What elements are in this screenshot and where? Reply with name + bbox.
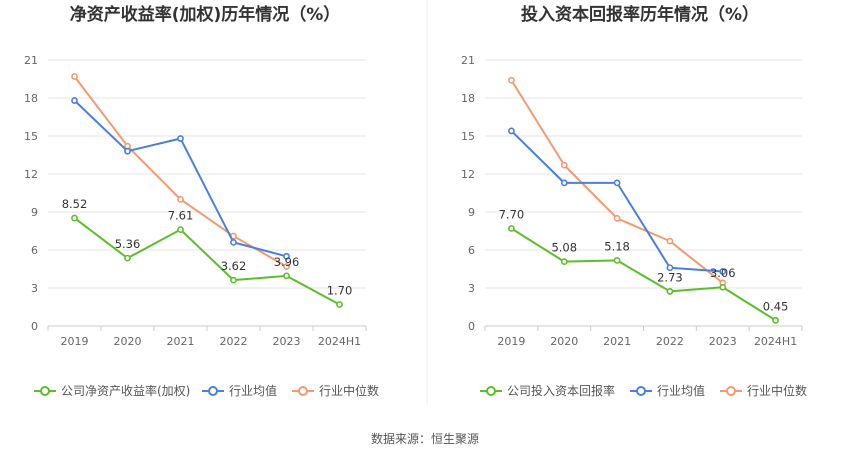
legend-label: 行业均值 bbox=[657, 383, 705, 398]
y-tick-label: 18 bbox=[461, 92, 475, 105]
data-point bbox=[613, 179, 621, 187]
legend-marker-icon bbox=[636, 386, 646, 396]
y-tick-label: 21 bbox=[24, 54, 38, 67]
y-tick-label: 15 bbox=[24, 130, 38, 143]
data-label: 7.61 bbox=[168, 209, 194, 223]
data-point bbox=[283, 252, 290, 260]
series-line-2 bbox=[73, 75, 287, 268]
chart-panel-1: 净资产收益率(加权)历年情况（%） 0 3 6 9 12 15 18 21 2019 2020 202… bbox=[24, 4, 379, 398]
data-label: 1.70 bbox=[327, 283, 353, 297]
data-label: 5.36 bbox=[115, 237, 141, 251]
series-line-0 bbox=[73, 217, 340, 306]
data-point bbox=[719, 268, 727, 275]
x-tick-label: 2022 bbox=[220, 335, 248, 348]
x-tick-label: 2021 bbox=[603, 335, 631, 348]
y-tick-label: 0 bbox=[31, 320, 38, 333]
x-tick-label: 2024H1 bbox=[754, 335, 797, 348]
legend-label: 公司净资产收益率(加权) bbox=[61, 383, 190, 398]
data-point bbox=[508, 225, 515, 232]
y-tick-label: 6 bbox=[468, 244, 475, 257]
data-label: 5.18 bbox=[604, 239, 630, 253]
data-point bbox=[560, 161, 568, 169]
data-label: 3.96 bbox=[274, 255, 300, 269]
legend-marker-icon bbox=[726, 386, 736, 396]
legend-marker-icon bbox=[208, 386, 218, 396]
legend-label: 公司投入资本回报率 bbox=[507, 383, 615, 398]
data-point bbox=[283, 272, 290, 280]
y-tick-label: 21 bbox=[461, 54, 475, 67]
chart-panel-2: 投入资本回报率历年情况（%） 0 3 6 9 12 15 18 21 2019 2020 2021 20… bbox=[461, 4, 807, 398]
data-point bbox=[719, 283, 727, 291]
legend-item-1[interactable]: 行业均值 bbox=[630, 383, 705, 398]
data-label: 3.06 bbox=[710, 266, 736, 280]
legend-item-2[interactable]: 行业中位数 bbox=[292, 383, 379, 398]
y-tick-label: 15 bbox=[461, 130, 475, 143]
y-tick-label: 18 bbox=[24, 92, 38, 105]
y-tick-label: 9 bbox=[31, 206, 38, 219]
legend-label: 行业中位数 bbox=[319, 383, 379, 398]
legend-label: 行业中位数 bbox=[747, 383, 807, 398]
data-point bbox=[177, 195, 184, 203]
data-point bbox=[772, 316, 779, 324]
data-point bbox=[613, 214, 621, 222]
x-tick-label: 2024H1 bbox=[318, 335, 361, 348]
data-point bbox=[508, 127, 515, 135]
x-tick-label: 2021 bbox=[167, 335, 195, 348]
data-label: 8.52 bbox=[62, 197, 88, 211]
data-label: 2.73 bbox=[657, 270, 683, 284]
data-point bbox=[124, 254, 131, 262]
legend-item-2[interactable]: 行业中位数 bbox=[720, 383, 807, 398]
chart-title: 投入资本回报率历年情况（%） bbox=[521, 4, 759, 25]
data-point bbox=[71, 97, 78, 104]
data-point bbox=[613, 256, 621, 264]
data-point bbox=[666, 237, 674, 245]
y-tick-label: 3 bbox=[468, 282, 475, 295]
data-point bbox=[336, 301, 343, 308]
data-point bbox=[666, 264, 674, 272]
data-point bbox=[230, 238, 237, 246]
legend-item-0[interactable]: 公司净资产收益率(加权) bbox=[34, 383, 190, 398]
legend-item-0[interactable]: 公司投入资本回报率 bbox=[480, 383, 615, 398]
legend-marker-icon bbox=[298, 386, 308, 396]
y-tick-label: 9 bbox=[468, 206, 475, 219]
x-tick-label: 2023 bbox=[273, 335, 301, 348]
x-tick-label: 2020 bbox=[114, 335, 142, 348]
data-point bbox=[283, 263, 290, 270]
x-tick-label: 2019 bbox=[497, 335, 525, 348]
legend-marker-icon bbox=[40, 386, 50, 396]
data-point bbox=[177, 135, 184, 142]
x-tick-label: 2019 bbox=[61, 335, 89, 348]
x-tick-label: 2020 bbox=[550, 335, 578, 348]
data-point bbox=[560, 258, 568, 266]
y-tick-label: 6 bbox=[31, 244, 38, 257]
data-label: 7.70 bbox=[499, 207, 525, 221]
data-label: 0.45 bbox=[763, 299, 789, 313]
data-point bbox=[560, 179, 568, 187]
y-tick-label: 12 bbox=[461, 168, 475, 181]
legend-item-1[interactable]: 行业均值 bbox=[202, 383, 277, 398]
data-point bbox=[71, 214, 78, 222]
chart-title: 净资产收益率(加权)历年情况（%） bbox=[70, 4, 341, 25]
data-point bbox=[124, 147, 131, 155]
y-tick-label: 12 bbox=[24, 168, 38, 181]
legend-marker-icon bbox=[486, 386, 496, 396]
series-line-0 bbox=[510, 227, 777, 322]
data-point bbox=[71, 73, 78, 80]
x-tick-label: 2022 bbox=[656, 335, 684, 348]
x-tick-label: 2023 bbox=[709, 335, 737, 348]
data-point bbox=[508, 76, 515, 84]
y-tick-label: 3 bbox=[31, 282, 38, 295]
data-label: 3.62 bbox=[221, 259, 247, 273]
y-tick-label: 0 bbox=[468, 320, 475, 333]
data-point bbox=[230, 276, 237, 284]
data-point bbox=[177, 226, 184, 234]
source-text: 数据来源：恒生聚源 bbox=[371, 431, 479, 446]
data-point bbox=[666, 288, 674, 295]
legend-label: 行业均值 bbox=[229, 383, 277, 398]
data-label: 5.08 bbox=[551, 241, 577, 255]
